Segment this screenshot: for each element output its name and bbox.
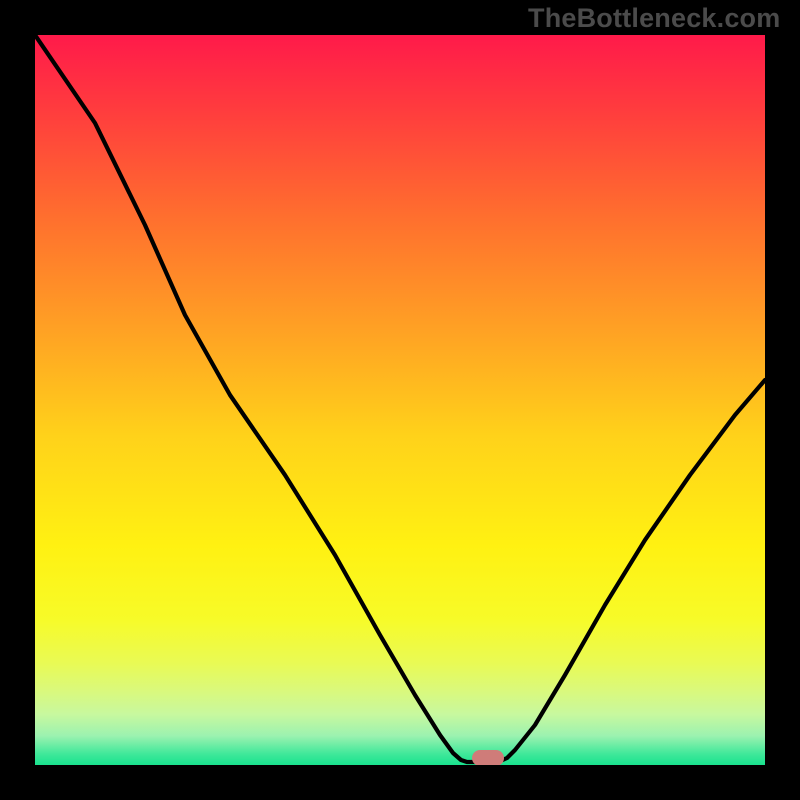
optimal-marker bbox=[472, 750, 504, 765]
plot-area bbox=[35, 35, 765, 765]
plot-svg bbox=[35, 35, 765, 765]
watermark-text: TheBottleneck.com bbox=[528, 3, 780, 34]
plot-background bbox=[35, 35, 765, 765]
